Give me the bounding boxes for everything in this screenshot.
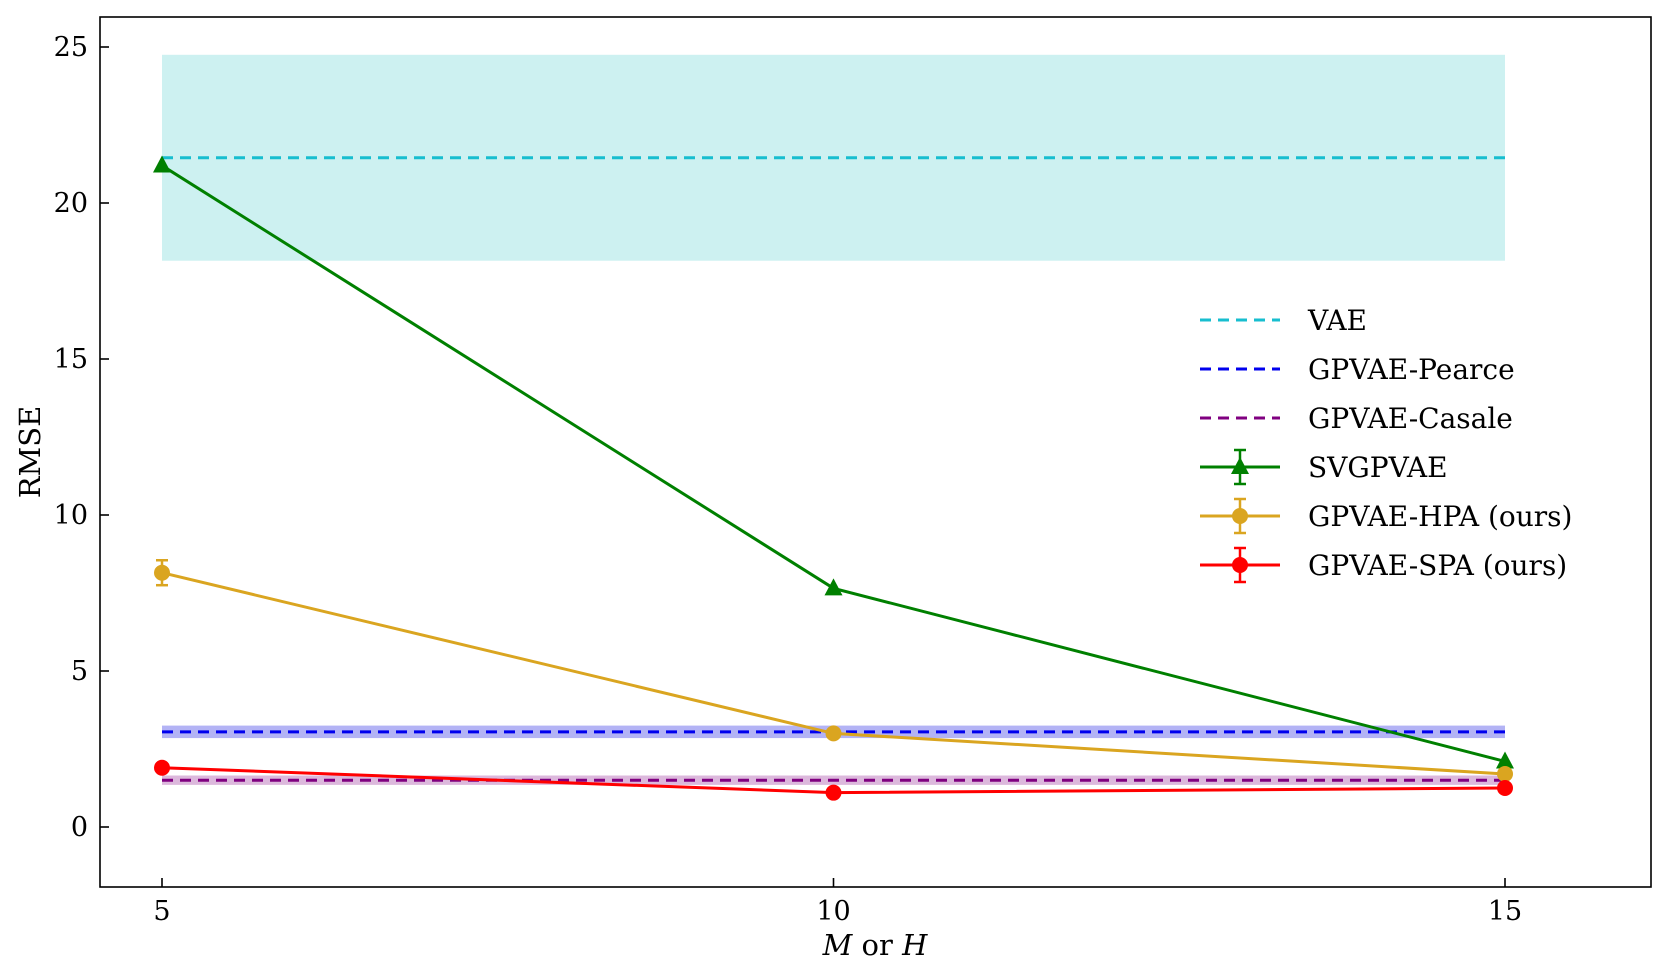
legend-marker: [1232, 508, 1248, 524]
x-axis-title-h: H: [901, 928, 928, 962]
plot-frame: [99, 16, 1652, 888]
x-axis-title-m: M: [822, 928, 854, 962]
point-svgpvae: [153, 155, 171, 173]
y-axis-title: RMSE: [13, 406, 47, 499]
x-tick-label: 10: [816, 896, 850, 927]
legend-entry-gpvae-spa-ours: GPVAE-SPA (ours): [1200, 546, 1567, 584]
y-tick-label: 10: [54, 500, 88, 531]
x-tick-label: 5: [153, 896, 170, 927]
legend: VAE GPVAE-Pearce GPVAE-Casale SVGPVAE GPVAE-…: [1200, 304, 1572, 584]
legend-entry-svgpvae: SVGPVAE: [1200, 448, 1448, 486]
point-gpvae-hpa-ours: [825, 725, 842, 742]
point-gpvae-spa-ours: [825, 784, 842, 801]
x-axis-title: M or H: [822, 928, 928, 962]
y-tick-label: 15: [54, 344, 88, 375]
y-axis: 0 5 10 15 20 25: [54, 32, 109, 843]
y-tick-label: 5: [71, 656, 88, 687]
x-tick-label: 15: [1488, 896, 1522, 927]
legend-label: GPVAE-Casale: [1308, 402, 1513, 435]
legend-label: GPVAE-Pearce: [1308, 353, 1515, 386]
legend-label: VAE: [1307, 304, 1367, 337]
legend-label: GPVAE-SPA (ours): [1308, 549, 1567, 582]
legend-entry-gpvae-pearce: GPVAE-Pearce: [1200, 353, 1515, 386]
point-gpvae-spa-ours: [154, 759, 170, 776]
legend-label: SVGPVAE: [1308, 451, 1448, 484]
x-axis-title-or: or: [852, 928, 902, 962]
y-tick-label: 0: [71, 812, 88, 843]
legend-entry-gpvae-casale: GPVAE-Casale: [1200, 402, 1513, 435]
legend-marker: [1231, 457, 1249, 474]
x-axis: 5 10 15: [153, 878, 1522, 927]
point-gpvae-hpa-ours: [154, 564, 170, 581]
series-line-gpvae-hpa-ours: [161, 571, 1506, 776]
point-svgpvae: [824, 578, 843, 596]
series-lines: [153, 155, 1514, 801]
legend-entry-gpvae-hpa-ours: GPVAE-HPA (ours): [1200, 497, 1572, 535]
legend-label: GPVAE-HPA (ours): [1308, 500, 1572, 533]
legend-marker: [1232, 557, 1248, 573]
point-gpvae-hpa-ours: [1497, 765, 1513, 782]
point-gpvae-spa-ours: [1497, 780, 1513, 796]
point-svgpvae: [1496, 751, 1514, 769]
y-tick-label: 25: [54, 32, 88, 63]
legend-entry-vae: VAE: [1200, 304, 1367, 337]
baseline-bands: [162, 54, 1505, 785]
y-tick-label: 20: [54, 188, 88, 219]
